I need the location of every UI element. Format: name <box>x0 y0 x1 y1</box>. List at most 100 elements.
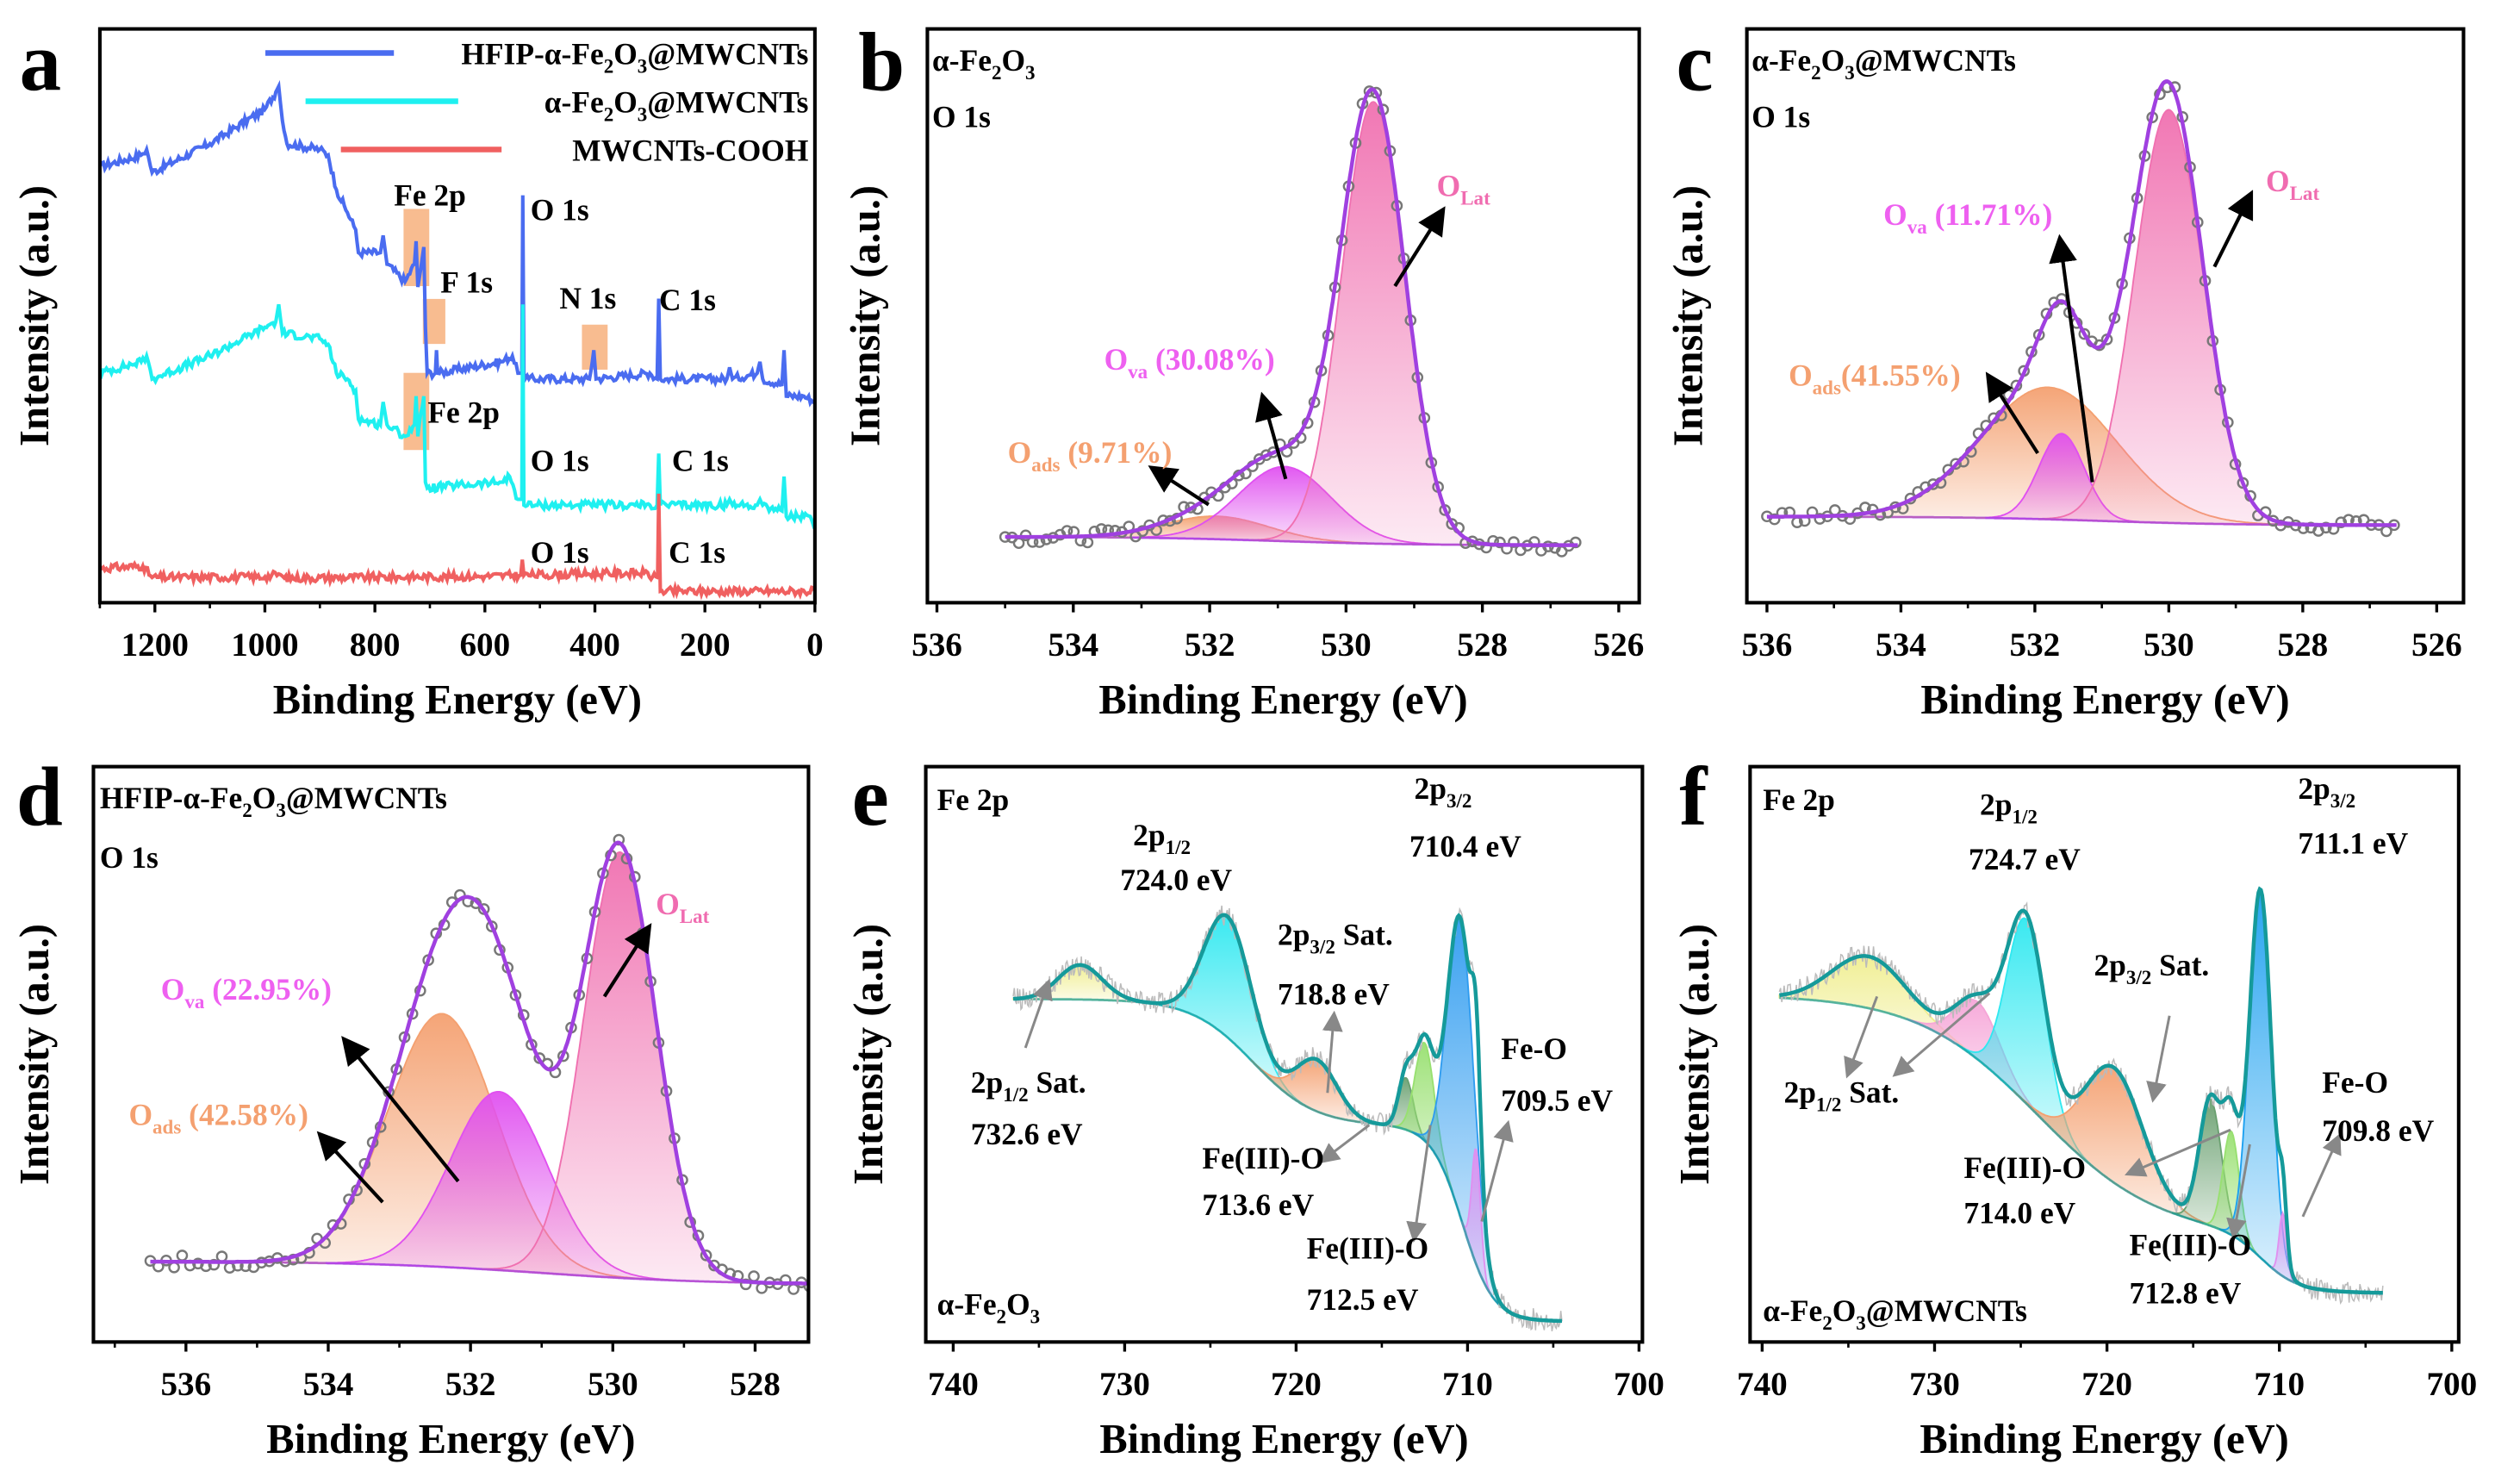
peak-label: O 1s <box>531 535 589 570</box>
text-part: HFIP-α-Fe <box>461 37 603 72</box>
text-part: 3/2 <box>2330 789 2355 812</box>
text-part: C 1s <box>669 535 725 570</box>
text-part: Fe-O <box>2322 1065 2388 1100</box>
text-part: O <box>656 887 680 921</box>
y-axis-label: Intensity (a.u.) <box>12 185 58 446</box>
text-part: 3 <box>1025 61 1036 84</box>
peak-label: α-Fe2O3@MWCNTs <box>1752 43 2016 84</box>
text-part: 3 <box>276 799 286 821</box>
panel-letter: f <box>1679 751 1708 843</box>
peak-label: C 1s <box>672 443 729 477</box>
data-point <box>1926 478 1939 490</box>
text-part: O 1s <box>932 99 991 134</box>
data-point <box>2319 521 2332 534</box>
text-part: @MWCNTs <box>647 85 808 120</box>
text-part: 3/2 <box>1447 789 1472 812</box>
annotation-arrow <box>2146 1015 2171 1103</box>
text-part: α-Fe <box>932 43 992 78</box>
text-part: Sat. <box>1029 1065 1086 1100</box>
text-part: ads <box>1031 453 1060 476</box>
data-point <box>2078 327 2091 340</box>
text-part: 711.1 eV <box>2298 826 2408 860</box>
x-tick-label: 534 <box>303 1366 354 1403</box>
text-part: O <box>1006 1287 1030 1322</box>
peak-label: O 1s <box>932 99 991 134</box>
x-tick-label: 536 <box>1742 626 1793 664</box>
x-axis-label: Binding Energy (eV) <box>266 1417 635 1462</box>
peak-label: 711.1 eV <box>2298 826 2408 860</box>
x-axis-label: Binding Energy (eV) <box>1099 1417 1468 1462</box>
data-point <box>1370 86 1383 99</box>
text-part: O <box>2266 164 2290 198</box>
text-part: 724.7 eV <box>1969 842 2081 876</box>
peak-label: HFIP-α-Fe2O3@MWCNTs <box>100 781 447 821</box>
text-part: N 1s <box>559 281 616 315</box>
text-part: 2 <box>1811 61 1821 84</box>
peak-label: Fe 2p <box>427 396 500 430</box>
text-part: 712.8 eV <box>2130 1276 2242 1311</box>
peak-label: O 1s <box>531 443 589 477</box>
text-part: Sat. <box>1335 918 1393 952</box>
x-tick-label: 532 <box>445 1366 496 1403</box>
y-axis-label: Intensity (a.u.) <box>12 924 58 1185</box>
annotation-arrow <box>316 1131 384 1204</box>
annotation-arrow <box>2049 234 2094 483</box>
text-part: 732.6 eV <box>971 1117 1083 1151</box>
legend-label: HFIP-α-Fe2O3@MWCNTs <box>461 37 808 78</box>
text-part: O <box>613 85 638 120</box>
peak-label: Oads(41.55%) <box>1789 358 1961 399</box>
text-part: 3/2 <box>2126 966 2151 988</box>
annotation-arrow <box>1322 1010 1343 1094</box>
peak-label: Fe-O <box>2322 1065 2388 1100</box>
envelope-line <box>1005 87 1578 547</box>
plot-area <box>999 85 1582 558</box>
text-part: α-Fe <box>1752 43 1811 78</box>
peak-label: 2p1/2 Sat. <box>1784 1075 1900 1115</box>
text-part: O <box>1008 435 1032 470</box>
x-tick-label: 528 <box>730 1366 781 1403</box>
panel-letter: c <box>1677 16 1714 108</box>
y-axis-label: Intensity (a.u.) <box>846 924 892 1185</box>
x-tick-label: 710 <box>1442 1366 1493 1403</box>
peak-label: O 1s <box>531 193 589 227</box>
text-part: @MWCNTs <box>647 37 808 72</box>
background-line <box>1013 998 1562 1323</box>
peak-label: 710.4 eV <box>1409 829 1521 863</box>
peak-label: Fe 2p <box>937 782 1010 817</box>
peak-label: C 1s <box>669 535 725 570</box>
text-part: (41.55%) <box>1841 358 1961 393</box>
text-part: α-Fe <box>937 1287 997 1322</box>
x-tick-label: 532 <box>2010 626 2061 664</box>
text-part: 3 <box>1856 1312 1866 1334</box>
annotation-arrow <box>2212 190 2254 268</box>
peak-label: 714.0 eV <box>1963 1195 2075 1230</box>
legend-label: MWCNTs-COOH <box>572 134 808 168</box>
x-tick-label: 1000 <box>231 626 298 664</box>
text-part: O <box>1104 342 1129 377</box>
peak-label: C 1s <box>659 283 716 317</box>
peak-label: Fe(III)-O <box>1963 1150 2086 1185</box>
text-part: O <box>1001 43 1025 78</box>
y-axis-label: Intensity (a.u.) <box>843 185 888 446</box>
text-part: 2p <box>971 1065 1003 1100</box>
annotation-arrow <box>1393 206 1446 288</box>
peak-label: 712.5 eV <box>1307 1282 1419 1317</box>
peak-label: Ova (11.71%) <box>1883 197 2052 238</box>
plot-frame <box>1748 764 2461 1344</box>
peak-label: α-Fe2O3 <box>937 1287 1041 1328</box>
peak-label: OLat <box>2266 164 2319 204</box>
text-part: 3/2 <box>1310 936 1335 958</box>
text-part: O <box>1437 169 1461 203</box>
text-part: (22.95%) <box>204 972 332 1006</box>
panel-letter: d <box>16 751 63 843</box>
peak-label: O 1s <box>1752 99 1810 134</box>
x-tick-label: 0 <box>806 626 824 664</box>
text-part: 3 <box>1845 61 1855 84</box>
panel-c: α-Fe2O3@MWCNTs O 1s Ova (11.71%) OLat Oads(4… <box>1665 16 2466 723</box>
text-part: O 1s <box>531 443 589 477</box>
text-part: Fe(III)-O <box>1307 1231 1429 1265</box>
annotation-arrow <box>1024 978 1053 1049</box>
x-tick-label: 710 <box>2254 1366 2305 1403</box>
peak-label: Fe(III)-O <box>1202 1141 1324 1175</box>
